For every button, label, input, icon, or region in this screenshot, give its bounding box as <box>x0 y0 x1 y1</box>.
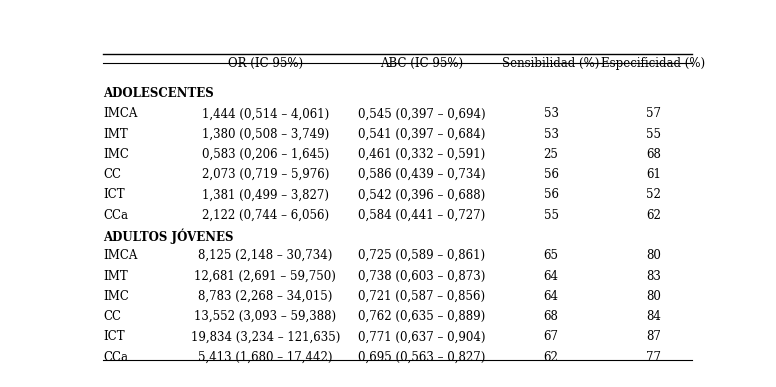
Text: 0,584 (0,441 – 0,727): 0,584 (0,441 – 0,727) <box>359 209 485 222</box>
Text: 67: 67 <box>543 330 559 343</box>
Text: 0,721 (0,587 – 0,856): 0,721 (0,587 – 0,856) <box>359 290 485 303</box>
Text: 62: 62 <box>544 351 559 363</box>
Text: 64: 64 <box>543 269 559 283</box>
Text: 0,695 (0,563 – 0,827): 0,695 (0,563 – 0,827) <box>358 351 486 363</box>
Text: CCa: CCa <box>103 209 128 222</box>
Text: 83: 83 <box>646 269 660 283</box>
Text: 0,583 (0,206 – 1,645): 0,583 (0,206 – 1,645) <box>202 148 329 161</box>
Text: IMCA: IMCA <box>103 249 137 262</box>
Text: ADOLESCENTES: ADOLESCENTES <box>103 87 213 100</box>
Text: 0,541 (0,397 – 0,684): 0,541 (0,397 – 0,684) <box>358 128 486 140</box>
Text: 1,380 (0,508 – 3,749): 1,380 (0,508 – 3,749) <box>202 128 329 140</box>
Text: 62: 62 <box>646 209 660 222</box>
Text: 53: 53 <box>543 128 559 140</box>
Text: 1,381 (0,499 – 3,827): 1,381 (0,499 – 3,827) <box>202 188 329 202</box>
Text: Especificidad (%): Especificidad (%) <box>601 57 705 70</box>
Text: 87: 87 <box>646 330 660 343</box>
Text: 5,413 (1,680 – 17,442): 5,413 (1,680 – 17,442) <box>198 351 333 363</box>
Text: 56: 56 <box>543 188 559 202</box>
Text: 2,122 (0,744 – 6,056): 2,122 (0,744 – 6,056) <box>202 209 329 222</box>
Text: Sensibilidad (%): Sensibilidad (%) <box>502 57 600 70</box>
Text: CCa: CCa <box>103 351 128 363</box>
Text: 55: 55 <box>646 128 661 140</box>
Text: 2,073 (0,719 – 5,976): 2,073 (0,719 – 5,976) <box>202 168 329 181</box>
Text: CC: CC <box>103 168 121 181</box>
Text: ICT: ICT <box>103 188 125 202</box>
Text: 13,552 (3,093 – 59,388): 13,552 (3,093 – 59,388) <box>194 310 337 323</box>
Text: 77: 77 <box>646 351 661 363</box>
Text: ABC (IC 95%): ABC (IC 95%) <box>380 57 463 70</box>
Text: OR (IC 95%): OR (IC 95%) <box>228 57 303 70</box>
Text: 1,444 (0,514 – 4,061): 1,444 (0,514 – 4,061) <box>202 108 329 120</box>
Text: 19,834 (3,234 – 121,635): 19,834 (3,234 – 121,635) <box>191 330 340 343</box>
Text: 12,681 (2,691 – 59,750): 12,681 (2,691 – 59,750) <box>195 269 336 283</box>
Text: 84: 84 <box>646 310 660 323</box>
Text: 25: 25 <box>544 148 559 161</box>
Text: 56: 56 <box>543 168 559 181</box>
Text: 0,542 (0,396 – 0,688): 0,542 (0,396 – 0,688) <box>359 188 485 202</box>
Text: 0,738 (0,603 – 0,873): 0,738 (0,603 – 0,873) <box>358 269 486 283</box>
Text: 8,783 (2,268 – 34,015): 8,783 (2,268 – 34,015) <box>198 290 333 303</box>
Text: 57: 57 <box>646 108 661 120</box>
Text: 0,586 (0,439 – 0,734): 0,586 (0,439 – 0,734) <box>358 168 486 181</box>
Text: 0,461 (0,332 – 0,591): 0,461 (0,332 – 0,591) <box>359 148 485 161</box>
Text: ICT: ICT <box>103 330 125 343</box>
Text: IMT: IMT <box>103 269 128 283</box>
Text: 61: 61 <box>646 168 660 181</box>
Text: CC: CC <box>103 310 121 323</box>
Text: 80: 80 <box>646 290 660 303</box>
Text: 0,545 (0,397 – 0,694): 0,545 (0,397 – 0,694) <box>358 108 486 120</box>
Text: 53: 53 <box>543 108 559 120</box>
Text: 52: 52 <box>646 188 660 202</box>
Text: IMC: IMC <box>103 290 129 303</box>
Text: IMC: IMC <box>103 148 129 161</box>
Text: 55: 55 <box>543 209 559 222</box>
Text: IMT: IMT <box>103 128 128 140</box>
Text: 8,125 (2,148 – 30,734): 8,125 (2,148 – 30,734) <box>198 249 333 262</box>
Text: 65: 65 <box>543 249 559 262</box>
Text: 64: 64 <box>543 290 559 303</box>
Text: 0,771 (0,637 – 0,904): 0,771 (0,637 – 0,904) <box>358 330 486 343</box>
Text: 0,725 (0,589 – 0,861): 0,725 (0,589 – 0,861) <box>359 249 485 262</box>
Text: 68: 68 <box>544 310 559 323</box>
Text: 0,762 (0,635 – 0,889): 0,762 (0,635 – 0,889) <box>359 310 485 323</box>
Text: 80: 80 <box>646 249 660 262</box>
Text: 68: 68 <box>646 148 660 161</box>
Text: ADULTOS JÓVENES: ADULTOS JÓVENES <box>103 229 234 245</box>
Text: IMCA: IMCA <box>103 108 137 120</box>
